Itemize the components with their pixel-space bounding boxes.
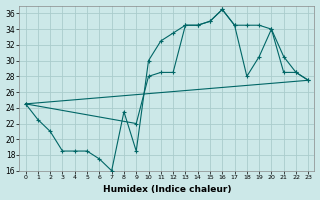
- X-axis label: Humidex (Indice chaleur): Humidex (Indice chaleur): [103, 185, 231, 194]
